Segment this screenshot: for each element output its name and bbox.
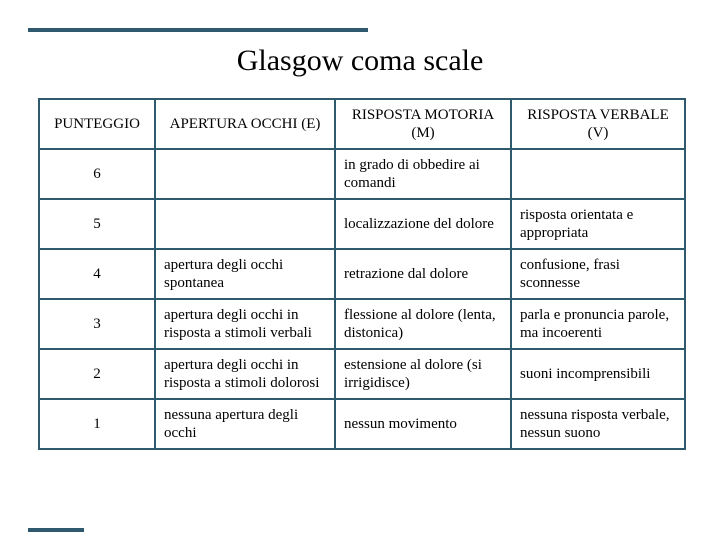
- page-title: Glasgow coma scale: [0, 44, 720, 78]
- cell-eye: apertura degli occhi in risposta a stimo…: [155, 349, 335, 399]
- cell-motor: nessun movimento: [335, 399, 511, 449]
- cell-score: 5: [39, 199, 155, 249]
- cell-score: 6: [39, 149, 155, 199]
- cell-score: 3: [39, 299, 155, 349]
- col-score: PUNTEGGIO: [39, 99, 155, 149]
- cell-score: 2: [39, 349, 155, 399]
- cell-eye: [155, 199, 335, 249]
- gcs-table-wrapper: PUNTEGGIO APERTURA OCCHI (E) RISPOSTA MO…: [38, 98, 684, 450]
- table-row: 5 localizzazione del dolore risposta ori…: [39, 199, 685, 249]
- cell-eye: apertura degli occhi in risposta a stimo…: [155, 299, 335, 349]
- table-body: 6 in grado di obbedire ai comandi 5 loca…: [39, 149, 685, 449]
- cell-motor: estensione al dolore (si irrigidisce): [335, 349, 511, 399]
- decorative-rule-bottom: [28, 528, 84, 532]
- cell-verbal: risposta orientata e appropriata: [511, 199, 685, 249]
- cell-verbal: confusione, frasi sconnesse: [511, 249, 685, 299]
- col-eye: APERTURA OCCHI (E): [155, 99, 335, 149]
- table-row: 3 apertura degli occhi in risposta a sti…: [39, 299, 685, 349]
- cell-score: 4: [39, 249, 155, 299]
- cell-verbal: nessuna risposta verbale, nessun suono: [511, 399, 685, 449]
- cell-eye: nessuna apertura degli occhi: [155, 399, 335, 449]
- cell-motor: retrazione dal dolore: [335, 249, 511, 299]
- cell-eye: [155, 149, 335, 199]
- table-header-row: PUNTEGGIO APERTURA OCCHI (E) RISPOSTA MO…: [39, 99, 685, 149]
- gcs-table: PUNTEGGIO APERTURA OCCHI (E) RISPOSTA MO…: [38, 98, 686, 450]
- table-row: 4 apertura degli occhi spontanea retrazi…: [39, 249, 685, 299]
- cell-verbal: [511, 149, 685, 199]
- table-row: 1 nessuna apertura degli occhi nessun mo…: [39, 399, 685, 449]
- cell-eye: apertura degli occhi spontanea: [155, 249, 335, 299]
- col-motor: RISPOSTA MOTORIA (M): [335, 99, 511, 149]
- cell-motor: flessione al dolore (lenta, distonica): [335, 299, 511, 349]
- table-row: 2 apertura degli occhi in risposta a sti…: [39, 349, 685, 399]
- cell-verbal: parla e pronuncia parole, ma incoerenti: [511, 299, 685, 349]
- cell-score: 1: [39, 399, 155, 449]
- decorative-rule-top: [28, 28, 368, 32]
- cell-motor: in grado di obbedire ai comandi: [335, 149, 511, 199]
- cell-motor: localizzazione del dolore: [335, 199, 511, 249]
- col-verbal: RISPOSTA VERBALE (V): [511, 99, 685, 149]
- cell-verbal: suoni incomprensibili: [511, 349, 685, 399]
- table-row: 6 in grado di obbedire ai comandi: [39, 149, 685, 199]
